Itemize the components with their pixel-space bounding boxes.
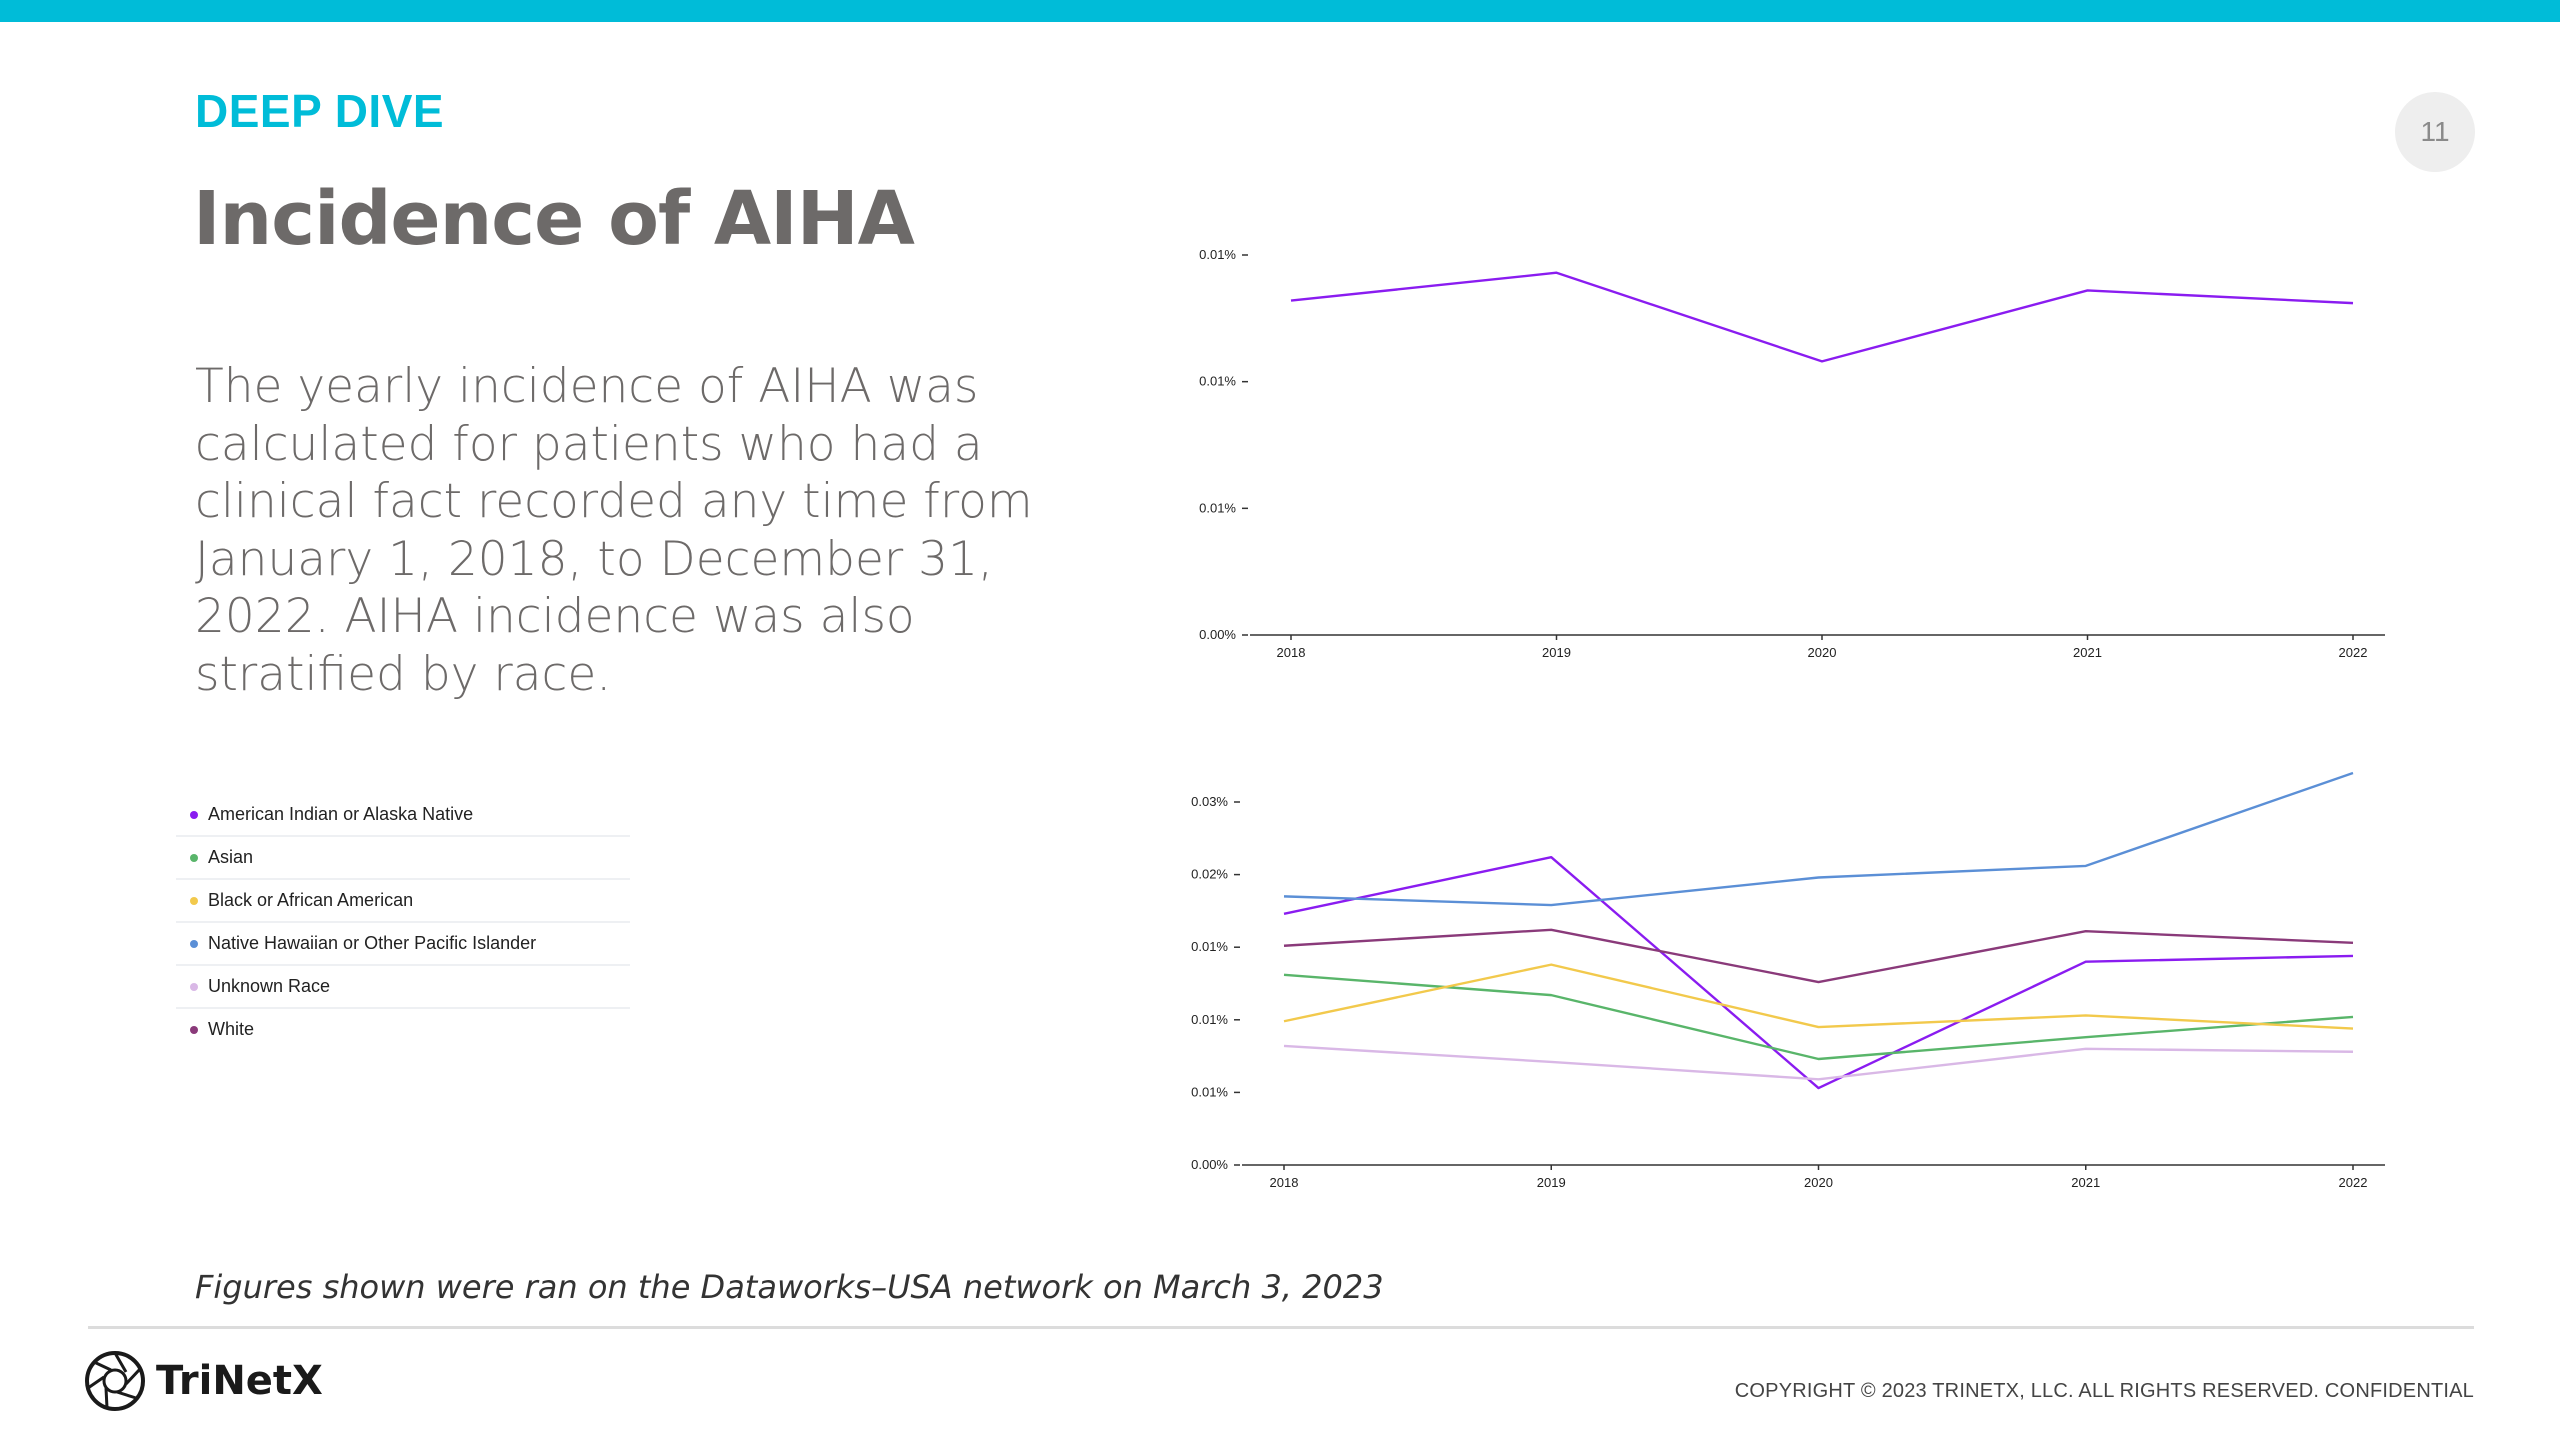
legend-item: Native Hawaiian or Other Pacific Islande… [176,923,630,966]
description-text: The yearly incidence of AIHA was calcula… [195,359,1033,702]
legend-dot-icon [190,982,198,991]
y-tick-label: 0.00% [1191,1157,1228,1172]
legend-item: American Indian or Alaska Native [176,794,630,837]
incidence-by-race-chart: 0.00% 0.01% 0.01% 0.01% 0.02% 0.03% 2018 2019 20… [1191,771,2385,1190]
footer-divider [88,1326,2474,1329]
series-line-2 [1283,963,2354,1030]
legend-dot-icon [190,939,198,948]
page-number-badge: 11 [2395,92,2475,172]
x-tick-label: 2020 [1808,645,1837,660]
legend-label: Black or African American [208,890,414,910]
x-tick-label: 2022 [2339,645,2368,660]
y-tick-label: 0.00% [1199,627,1236,642]
y-tick-label: 0.02% [1191,867,1228,882]
x-tick-label: 2019 [1537,1175,1566,1190]
overall-incidence-chart: 0.00% 0.01% 0.01% 0.01% 2018 2019 2020 2021 2022 [1199,247,2385,660]
y-tick-label: 0.01% [1199,500,1236,515]
legend-label: Unknown Race [208,976,331,996]
legend-dot-icon [190,810,198,819]
logo-text: TriNetX [156,1358,323,1404]
legend-label: White [208,1019,255,1039]
legend-label: American Indian or Alaska Native [208,804,474,824]
section-label: DEEP DIVE [195,85,445,137]
x-tick-label: 2021 [2073,645,2102,660]
series-line-4 [1283,1044,2354,1081]
legend-dot-icon [190,1025,198,1034]
y-tick-label: 0.01% [1191,1084,1228,1099]
series-line-1 [1283,973,2354,1061]
legend-item: Unknown Race [176,966,630,1009]
y-tick-label: 0.03% [1191,794,1228,809]
series-line-0 [1283,855,2354,1090]
y-tick-label: 0.01% [1191,1012,1228,1027]
y-tick-label: 0.01% [1199,374,1236,389]
legend-item: Black or African American [176,880,630,923]
copyright-text: COPYRIGHT © 2023 TRINETX, LLC. ALL RIGHT… [1734,1380,2474,1402]
x-tick-label: 2019 [1542,645,1571,660]
x-tick-label: 2020 [1804,1175,1833,1190]
x-tick-label: 2022 [2339,1175,2368,1190]
y-tick-label: 0.01% [1199,247,1236,262]
race-legend: American Indian or Alaska Native Asian B… [176,794,630,1050]
x-tick-label: 2018 [1277,645,1306,660]
aperture-logo-icon [85,1351,145,1411]
series-line-5 [1283,928,2354,984]
legend-item: Asian [176,837,630,880]
series-line-0 [1290,271,2354,363]
trinetx-logo: TriNetX [84,1350,323,1412]
footnote: Figures shown were ran on the Dataworks–… [195,1268,1384,1306]
x-tick-label: 2021 [2071,1175,2100,1190]
series-line-3 [1283,771,2354,907]
page-title: Incidence of AIHA [193,176,915,262]
legend-dot-icon [190,896,198,905]
legend-label: Asian [208,847,254,867]
top-accent-bar [0,0,2560,22]
legend-item: White [176,1009,630,1050]
legend-dot-icon [190,853,198,862]
x-tick-label: 2018 [1270,1175,1299,1190]
y-tick-label: 0.01% [1191,939,1228,954]
legend-label: Native Hawaiian or Other Pacific Islande… [208,933,537,953]
